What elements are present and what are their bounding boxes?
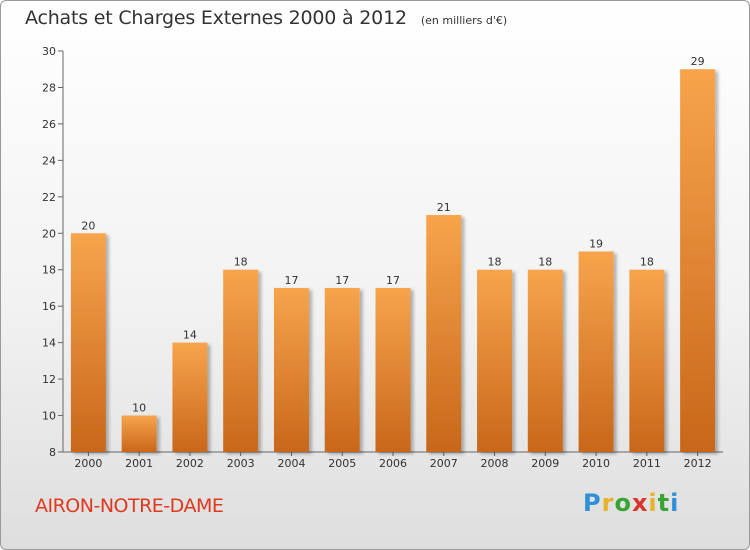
x-tick-label-2011: 2011 [633,457,661,470]
x-tick-label-2009: 2009 [531,457,559,470]
y-tick-label: 10 [42,410,56,423]
bar-2009 [527,269,563,452]
logo-letter: o [614,489,632,517]
x-tick-label-2012: 2012 [684,457,712,470]
x-tick-label-2010: 2010 [582,457,610,470]
y-tick-label: 30 [42,45,56,58]
title-row: Achats et Charges Externes 2000 à 2012 (e… [25,7,507,29]
logo-letter: t [657,489,671,517]
data-label-2008: 18 [488,256,502,269]
x-tick-label-2006: 2006 [379,457,407,470]
y-tick-label: 26 [42,118,56,131]
y-tick-label: 18 [42,264,56,277]
bar-2010 [578,251,614,452]
x-tick-label-2007: 2007 [430,457,458,470]
data-label-2003: 18 [234,256,248,269]
bar-2004 [273,287,309,452]
bar-2001 [121,415,157,452]
town-name: AIRON-NOTRE-DAME [35,495,224,517]
x-tick-label-2001: 2001 [125,457,153,470]
x-tick-label-2005: 2005 [328,457,356,470]
logo-letter: r [601,489,615,517]
logo-letter: P [583,489,602,517]
bar-2007 [426,215,462,452]
bars [70,69,716,453]
logo-letter: x [631,489,649,517]
bar-2008 [477,269,513,452]
data-labels: 20 10 14 18 17 17 17 21 18 18 19 18 29 [81,55,704,414]
data-label-2001: 10 [132,402,146,415]
y-tick-label: 20 [42,227,56,240]
y-tick-label: 8 [49,446,56,459]
data-label-2002: 14 [183,329,197,342]
x-tick-label-2008: 2008 [481,457,509,470]
data-label-2007: 21 [437,201,451,214]
bar-2000 [70,233,106,452]
data-label-2006: 17 [386,274,400,287]
logo-letter: i [648,489,658,517]
y-tick-label: 14 [42,337,56,350]
bar-2005 [324,287,360,452]
bar-2011 [629,269,665,452]
bar-2012 [680,69,716,453]
data-label-2009: 18 [538,256,552,269]
chart-title: Achats et Charges Externes 2000 à 2012 [25,7,407,29]
chart-subtitle: (en milliers d'€) [420,14,508,27]
bar-2003 [223,269,259,452]
y-tick-label: 24 [42,154,56,167]
y-tick-label: 12 [42,373,56,386]
y-tick-label: 16 [42,300,56,313]
data-label-2012: 29 [691,55,705,68]
logo-letter: i [670,489,680,517]
x-tick-label-2003: 2003 [227,457,255,470]
data-label-2004: 17 [284,274,298,287]
y-tick-label: 22 [42,191,56,204]
data-label-2010: 19 [589,238,603,251]
x-tick-label-2004: 2004 [277,457,305,470]
proxiti-logo[interactable]: Proxiti [583,489,679,517]
data-label-2005: 17 [335,274,349,287]
data-label-2011: 18 [640,256,654,269]
y-tick-label: 28 [42,81,56,94]
bar-2006 [375,287,411,452]
x-tick-label-2000: 2000 [74,457,102,470]
data-label-2000: 20 [81,219,95,232]
bar-2002 [172,342,208,452]
x-tick-label-2002: 2002 [176,457,204,470]
